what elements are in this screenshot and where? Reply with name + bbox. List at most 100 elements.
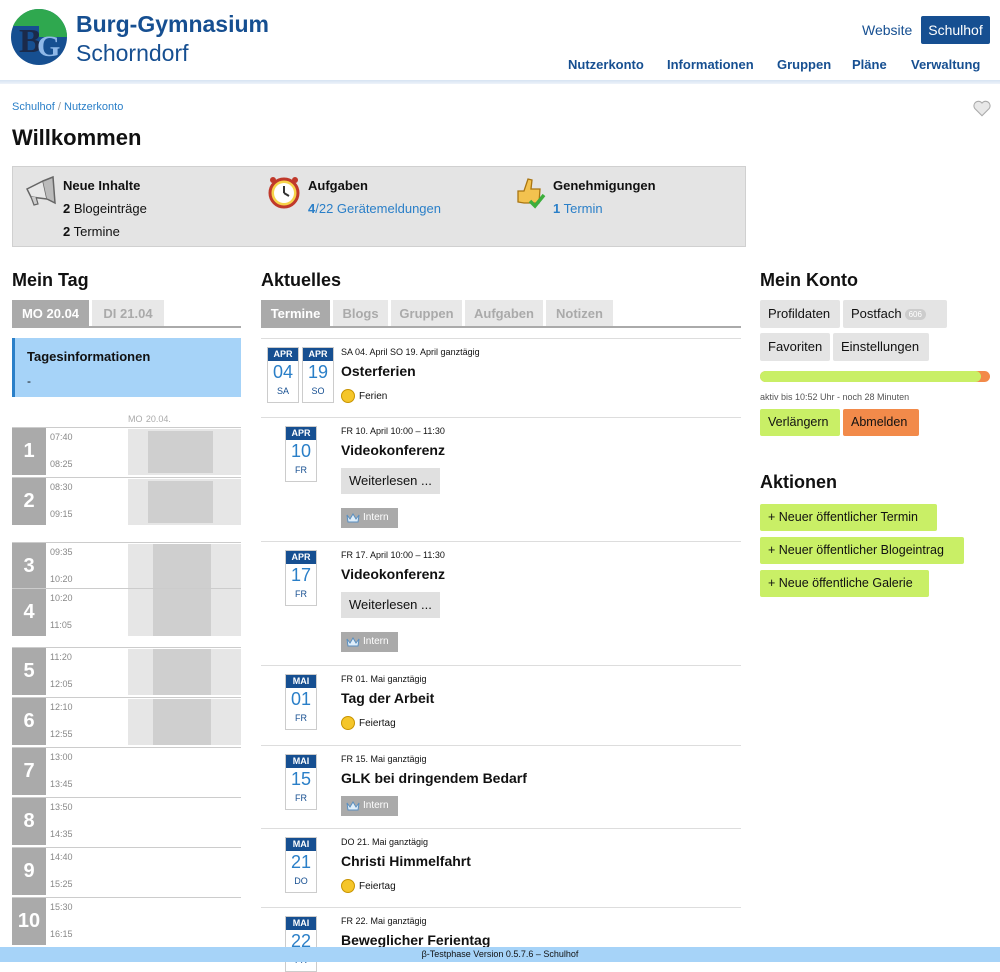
heart-icon[interactable] [973,100,991,117]
period-number: 4 [12,589,46,636]
period-end-time: 12:05 [50,679,73,689]
lesson-block[interactable] [153,699,211,745]
tab-gruppen[interactable]: Gruppen [391,300,462,327]
account-title: Mein Konto [760,270,858,290]
tab-day-monday[interactable]: MO 20.04 [12,300,89,327]
news-title: Aktuelles [261,270,342,290]
event-date: SA 04. April SO 19. April ganztägig [341,347,480,357]
event-title[interactable]: Beweglicher Ferientag [341,932,491,948]
mailbox-button[interactable]: Postfach 606 [843,300,947,328]
actions-title: Aktionen [760,472,838,492]
calendar-month: MAI [286,675,316,688]
event-title[interactable]: Christi Himmelfahrt [341,853,471,869]
tasks-link[interactable]: 4/22 Gerätemeldungen [308,201,441,216]
event-item[interactable]: APR 10 FR FR 10. April 10:00 – 11:30 Videoko… [261,417,741,541]
new-blogs-line[interactable]: 2 Blogeinträge [63,201,147,216]
day-info-title: Tagesinformationen [27,349,151,364]
breadcrumb-item-nutzerkonto[interactable]: Nutzerkonto [64,101,124,113]
period-slot[interactable] [128,699,241,745]
event-date: FR 22. Mai ganztägig [341,916,427,926]
calendar-weekday: FR [295,713,307,723]
read-more-button[interactable]: Weiterlesen ... [341,468,440,494]
lesson-block[interactable] [153,590,211,636]
school-city[interactable]: Schorndorf [76,40,189,66]
event-title[interactable]: Osterferien [341,363,416,379]
event-item[interactable]: APR 17 FR FR 17. April 10:00 – 11:30 Videoko… [261,541,741,665]
new-public-event-button[interactable]: + Neuer öffentlicher Termin [760,504,937,531]
approvals-link[interactable]: 1 Termin [553,201,603,216]
tab-aufgaben[interactable]: Aufgaben [465,300,543,327]
crown-icon [346,801,360,811]
period-slot[interactable] [128,429,241,475]
calendar-month: MAI [286,917,316,930]
news-tabs-underline [261,326,741,328]
school-name[interactable]: Burg-Gymnasium [76,11,269,37]
event-title[interactable]: Videokonferenz [341,442,445,458]
calendar-weekday: FR [295,465,307,475]
schulhof-button[interactable]: Schulhof [921,16,990,44]
period-end-time: 16:15 [50,929,73,939]
new-events-line[interactable]: 2 Termine [63,224,120,239]
calendar-date-badge: APR 10 FR [285,426,317,482]
timetable-period: 2 08:30 09:15 [12,477,241,525]
event-title[interactable]: GLK bei dringendem Bedarf [341,770,527,786]
event-item[interactable]: APR 04 SA APR 19 SO SA 04. April SO 19. April … [261,338,741,417]
calendar-day: 21 [290,852,312,872]
settings-button[interactable]: Einstellungen [833,333,929,361]
website-link[interactable]: Website [862,22,913,38]
calendar-weekday: SA [276,386,289,396]
tabs-underline [12,326,241,328]
site-header: B G Burg-Gymnasium Schorndorf Website Sc… [0,0,1000,80]
period-slot[interactable] [128,479,241,525]
header-divider [0,80,1000,84]
timetable-period: 9 14:40 15:25 [12,847,241,895]
extend-session-button[interactable]: Verlängern [760,409,840,436]
school-logo-icon[interactable]: B G [10,8,68,66]
profile-button[interactable]: Profildaten [760,300,840,328]
calendar-month: MAI [286,755,316,768]
period-end-time: 09:15 [50,509,73,519]
tab-day-tuesday[interactable]: DI 21.04 [92,300,164,327]
new-public-blog-button[interactable]: + Neuer öffentlicher Blogeintrag [760,537,964,564]
period-start-time: 09:35 [50,547,73,557]
period-slot[interactable] [128,590,241,636]
lesson-block[interactable] [148,431,213,473]
event-item[interactable]: MAI 01 FR FR 01. Mai ganztägig Tag der Arbei… [261,665,741,745]
calendar-day: 15 [290,769,312,789]
nav-verwaltung[interactable]: Verwaltung [911,57,981,72]
calendar-weekday: SO [311,386,325,396]
new-public-gallery-button[interactable]: + Neue öffentliche Galerie [760,570,929,597]
read-more-button[interactable]: Weiterlesen ... [341,592,440,618]
nav-plaene[interactable]: Pläne [852,57,887,72]
approvals-title: Genehmigungen [553,178,656,193]
period-end-time: 10:20 [50,574,73,584]
lesson-block[interactable] [153,544,211,590]
nav-informationen[interactable]: Informationen [667,57,754,72]
tab-blogs[interactable]: Blogs [333,300,388,327]
tab-notizen[interactable]: Notizen [546,300,613,327]
period-number: 5 [12,648,46,695]
period-number: 9 [12,848,46,895]
intern-badge: Intern [341,508,398,528]
lesson-block[interactable] [148,481,213,523]
timetable-period: 3 09:35 10:20 [12,542,241,590]
breadcrumb-item-schulhof[interactable]: Schulhof [12,101,55,113]
lesson-block[interactable] [153,649,211,695]
event-title[interactable]: Videokonferenz [341,566,445,582]
period-slot[interactable] [128,649,241,695]
timetable-period: 10 15:30 16:15 [12,897,241,945]
session-progress-bar [760,371,990,382]
event-item[interactable]: MAI 21 DO DO 21. Mai ganztägig Christi Himme… [261,828,741,907]
tab-termine[interactable]: Termine [261,300,330,327]
logout-button[interactable]: Abmelden [843,409,919,436]
event-item[interactable]: MAI 15 FR FR 15. Mai ganztägig GLK bei dring… [261,745,741,828]
period-slot[interactable] [128,544,241,590]
megaphone-icon [25,175,56,206]
favorites-button[interactable]: Favoriten [760,333,830,361]
event-title[interactable]: Tag der Arbeit [341,690,435,706]
breadcrumb-separator: / [57,101,61,113]
nav-nutzerkonto[interactable]: Nutzerkonto [568,57,644,72]
session-status-text: aktiv bis 10:52 Uhr - noch 28 Minuten [760,392,910,402]
nav-gruppen[interactable]: Gruppen [777,57,832,72]
